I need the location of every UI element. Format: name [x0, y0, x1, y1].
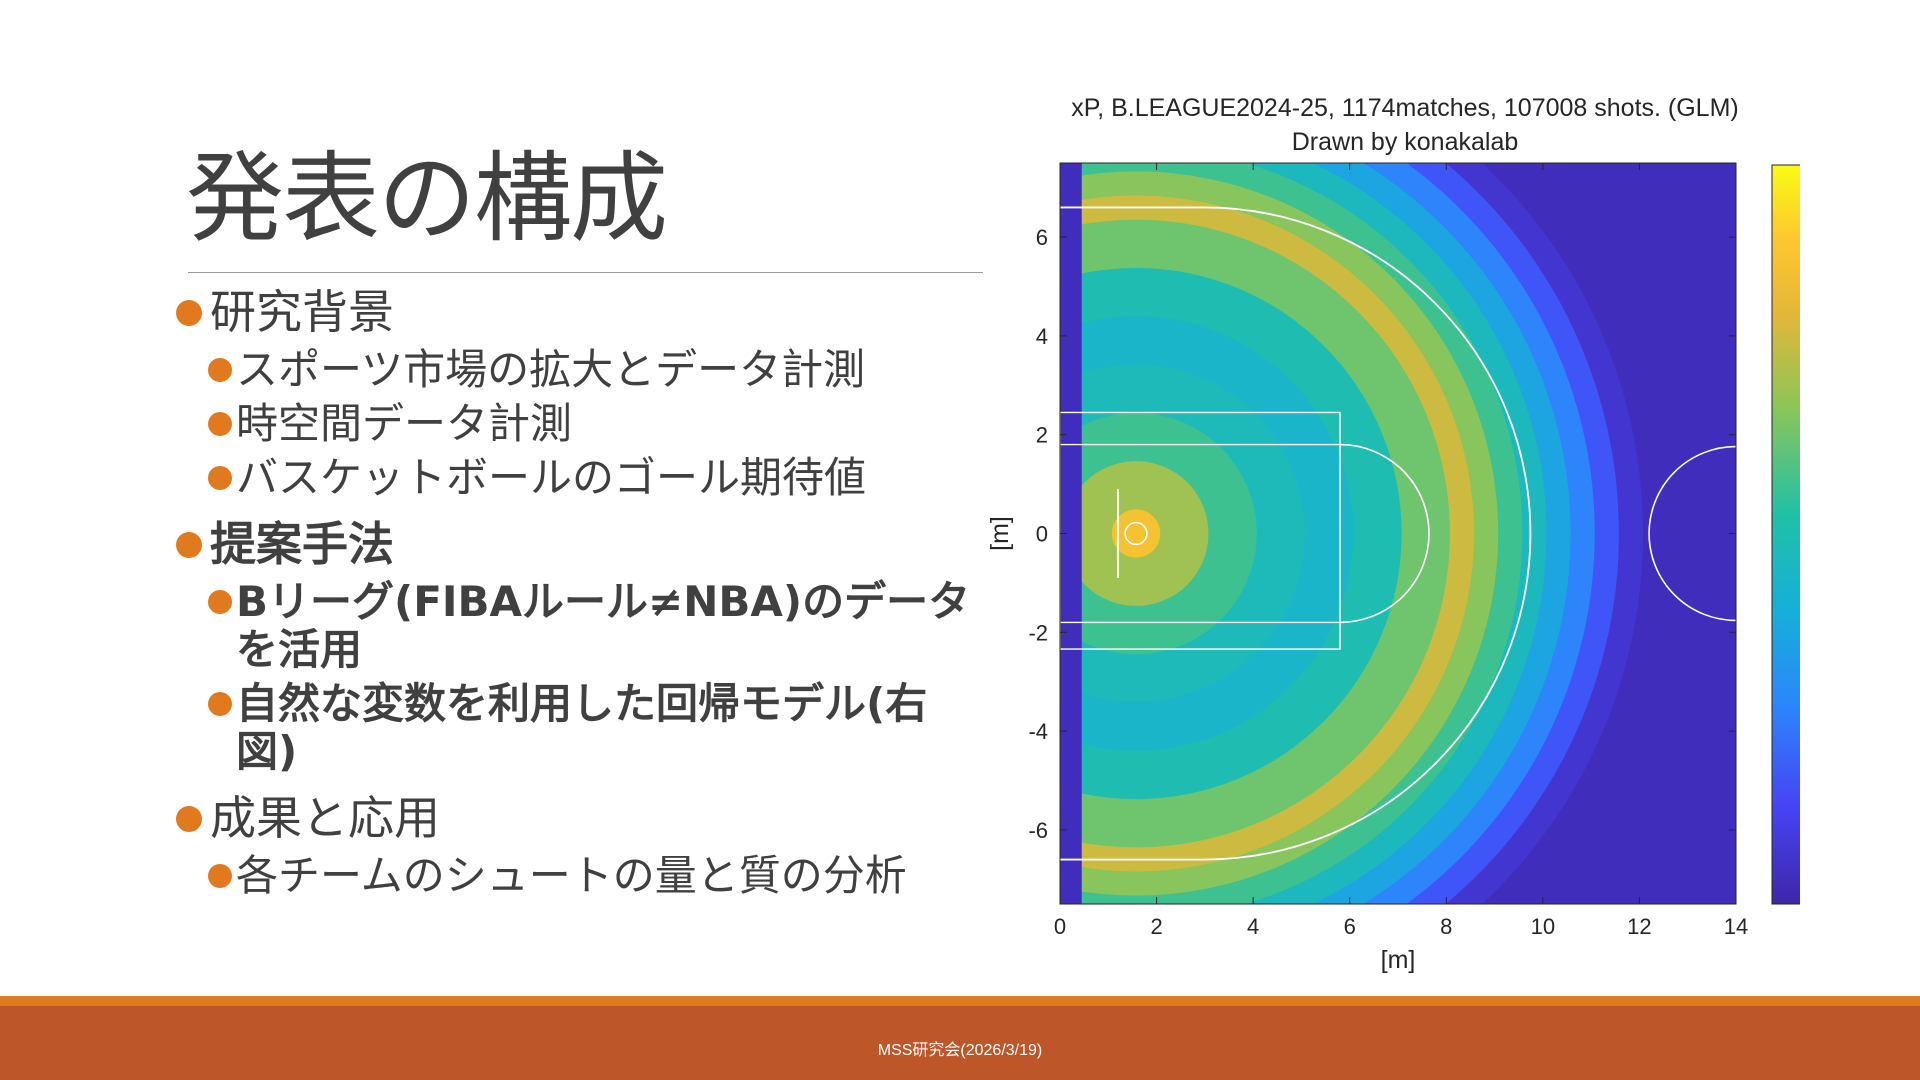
- bullet-dot-icon: [208, 358, 232, 382]
- bullet-text: 提案手法: [210, 517, 394, 571]
- y-tick-label: 4: [1036, 324, 1048, 349]
- heatmap-contour-band: [1111, 509, 1161, 558]
- bullet-list: 研究背景スポーツ市場の拡大とデータ計測 時空間データ計測バスケットボールのゴール期…: [176, 284, 976, 900]
- bullet-dot-icon: [176, 806, 202, 832]
- xp-heatmap-chart: 0 2 4 6 8 10 12 14 -6 -4 -2 0 2 4 6 xP, B.LEAGUE2024-25…: [980, 80, 1800, 1000]
- bullet-item: 成果と応用: [176, 790, 976, 846]
- sub-bullet-item: バスケットボールのゴール期待値: [176, 454, 976, 502]
- bullet-dot-icon: [208, 590, 232, 614]
- bullet-dot-icon: [208, 466, 232, 490]
- x-tick-label: 4: [1247, 914, 1259, 939]
- x-tick-label: 10: [1531, 914, 1555, 939]
- bullet-dot-icon: [208, 864, 232, 888]
- bullet-item: 研究背景: [176, 284, 976, 340]
- chart-subtitle: Drawn by konakalab: [1292, 128, 1519, 156]
- sub-bullet-text: 各チームのシュートの量と質の分析: [236, 851, 907, 900]
- colorbar: [1771, 164, 1800, 905]
- bullet-text: 成果と応用: [210, 791, 440, 845]
- footer-stripe: [0, 996, 1920, 1006]
- x-tick-label: 8: [1440, 914, 1452, 939]
- sub-bullet-text: Bリーグ(FIBAルール≠NBA)のデータを活用: [236, 577, 971, 674]
- hoop-icon: [1124, 521, 1148, 546]
- bullet-text: 研究背景: [210, 285, 394, 339]
- y-tick-label: 6: [1036, 225, 1048, 250]
- heatmap-baseline-strip: [1060, 163, 1082, 904]
- sub-bullet-text: 自然な変数を利用した回帰モデル(右図): [236, 679, 928, 776]
- sub-bullet-item: 各チームのシュートの量と質の分析: [176, 852, 976, 900]
- sub-bullet-item: Bリーグ(FIBAルール≠NBA)のデータを活用: [176, 578, 976, 674]
- y-tick-label: -4: [1028, 719, 1048, 744]
- sub-bullet-item: 時空間データ計測: [176, 400, 976, 448]
- y-tick-label: 0: [1036, 522, 1048, 547]
- sub-bullet-text: 時空間データ計測: [236, 399, 573, 448]
- bullet-dot-icon: [176, 300, 202, 326]
- paint-area: [1060, 411, 1341, 650]
- free-throw-circle: [1340, 443, 1430, 624]
- title-divider: [188, 272, 983, 273]
- x-tick-label: 12: [1627, 914, 1651, 939]
- sub-bullet-item: スポーツ市場の拡大とデータ計測: [176, 346, 976, 394]
- x-tick-label: 2: [1150, 914, 1162, 939]
- sub-bullet-text: バスケットボールのゴール期待値: [236, 453, 867, 502]
- sub-bullet-text: スポーツ市場の拡大とデータ計測: [236, 345, 866, 394]
- bullet-dot-icon: [208, 692, 232, 716]
- x-tick-label: 6: [1344, 914, 1356, 939]
- bullet-dot-icon: [176, 532, 202, 558]
- x-tick-label: 0: [1054, 914, 1066, 939]
- heatmap-layer: [1060, 163, 1736, 904]
- x-axis-label: [m]: [1381, 946, 1416, 974]
- footer-text: MSS研究会(2026/3/19): [877, 1042, 1043, 1059]
- footer-bar: [0, 1006, 1920, 1080]
- sub-bullet-item: 自然な変数を利用した回帰モデル(右図): [176, 680, 976, 776]
- three-point-line: [1060, 206, 1532, 861]
- heatmap-svg: 0 2 4 6 8 10 12 14 -6 -4 -2 0 2 4 6 xP, B.LEAGUE2024-25…: [986, 94, 1800, 974]
- bullet-item: 提案手法: [176, 516, 976, 572]
- y-tick-label: -2: [1028, 620, 1048, 645]
- chart-title: xP, B.LEAGUE2024-25, 1174matches, 107008…: [1071, 94, 1739, 122]
- y-axis-label: [m]: [986, 516, 1014, 551]
- y-tick-label: -6: [1028, 818, 1048, 843]
- slide-title: 発表の構成: [186, 142, 668, 256]
- y-tick-label: 2: [1036, 423, 1048, 448]
- x-tick-label: 14: [1724, 914, 1748, 939]
- bullet-dot-icon: [208, 412, 232, 436]
